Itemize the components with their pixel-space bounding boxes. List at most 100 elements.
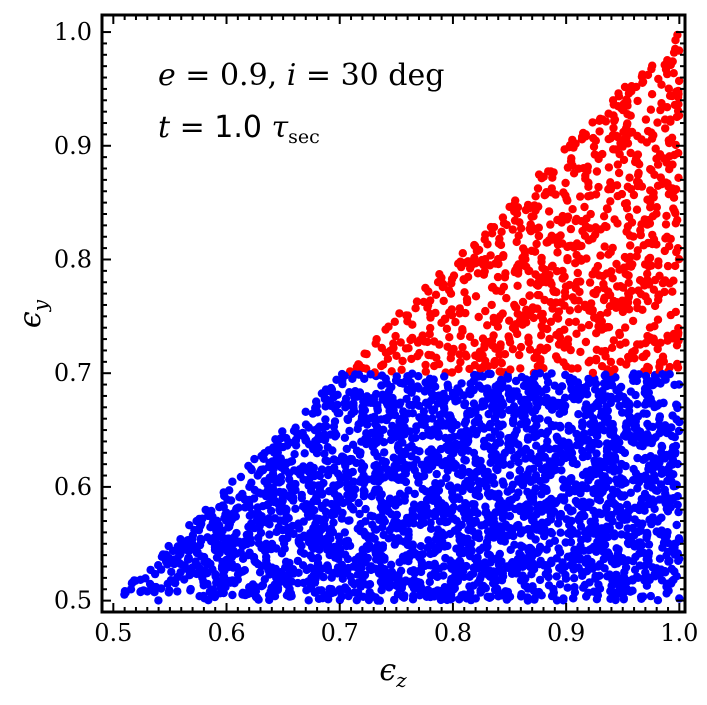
data-point [458,249,467,258]
data-point [600,242,609,251]
data-point [544,167,553,176]
data-point [425,577,434,587]
data-point [368,428,378,437]
data-point [532,239,541,249]
data-point [463,545,472,554]
data-point [285,584,294,594]
data-point [376,426,386,435]
data-point [598,487,607,496]
data-point [430,361,439,371]
data-point [670,449,680,458]
data-point [554,519,563,528]
data-point [354,498,363,508]
data-point [247,519,256,528]
data-point [386,435,396,445]
data-point [335,408,344,418]
data-point [381,325,390,334]
data-point [645,422,654,431]
data-point [598,537,607,546]
data-point [562,362,571,371]
data-point [333,400,342,409]
data-point [289,483,298,493]
data-point [333,563,343,572]
data-point [484,394,493,403]
data-point [644,551,653,561]
data-point [190,542,200,552]
data-point [649,188,658,197]
data-point [595,127,604,136]
data-point [639,409,648,418]
data-point [525,291,534,300]
data-point [267,506,276,516]
data-point [564,529,573,538]
data-point [540,295,549,305]
data-point [646,394,655,404]
data-point [396,398,405,407]
data-point [653,596,663,605]
data-point [608,96,618,105]
data-point [505,471,515,480]
annotation-time: t = 1.0 τsec [158,110,320,148]
data-point [510,540,519,549]
data-point [359,592,368,601]
data-point [672,572,681,581]
data-point [638,77,648,86]
data-point [624,278,633,287]
data-point [304,596,313,605]
data-point [577,217,586,226]
data-point [398,356,407,366]
data-point [397,414,407,423]
data-point [619,514,628,523]
data-point [521,205,531,215]
data-point [484,571,493,580]
data-point [491,259,500,268]
data-point [530,414,540,424]
data-point [265,520,274,529]
data-point [637,541,646,550]
data-point [596,411,606,420]
data-point [669,69,678,78]
data-point [466,379,475,388]
data-point [569,169,579,178]
data-point [529,586,539,596]
y-tick-label: 0.7 [54,359,92,387]
data-point [280,544,289,553]
data-point [391,511,400,521]
data-point [616,383,625,393]
data-point [411,433,420,442]
data-point [588,118,597,127]
data-point [321,415,330,424]
data-point [433,399,443,408]
data-point [553,248,562,257]
data-point [672,247,681,257]
y-tick-label: 0.8 [54,245,92,273]
data-point [500,350,510,359]
data-point [663,331,672,340]
data-point [526,477,535,486]
data-point [646,203,655,212]
data-point [611,588,621,597]
data-point [496,312,505,321]
data-point [454,364,463,374]
data-point [562,194,571,204]
data-point [628,316,638,326]
data-point [289,529,298,539]
data-point [343,586,352,595]
data-point [285,565,295,574]
data-point [198,573,207,582]
data-point [580,202,589,212]
data-point [655,570,664,580]
data-point [574,304,583,314]
data-point [559,483,568,492]
data-point [457,591,466,600]
data-point [414,578,423,587]
data-point [343,536,353,545]
data-point [384,387,394,396]
data-point [515,466,524,475]
data-point [648,61,657,70]
data-point [648,466,657,475]
data-point [526,449,535,458]
data-point [574,296,583,305]
data-point [349,505,358,514]
data-point [537,253,546,263]
